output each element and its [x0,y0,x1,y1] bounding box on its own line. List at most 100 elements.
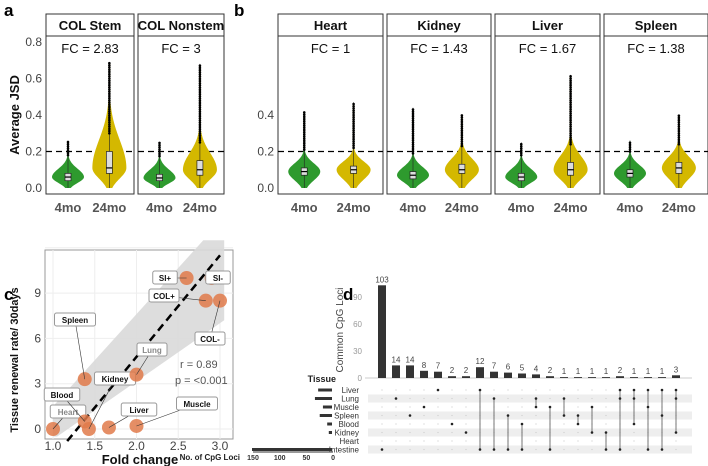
outlier-point [198,132,202,135]
outlier-point [198,64,202,68]
matrix-dot [562,414,566,417]
bar-value: 5 [520,364,525,373]
matrix-dot-empty [507,389,509,391]
intersection-bar [588,377,596,378]
x-tick-label: 3.0 [212,439,229,453]
outlier-point [411,114,415,118]
matrix-dot [660,388,664,392]
x-tick-label: 2.5 [170,439,187,453]
matrix-dot-empty [549,389,551,391]
matrix-dot-empty [535,389,537,391]
matrix-dot-empty [605,389,607,391]
matrix-dot [604,448,608,451]
set-label: Kidney [335,429,359,438]
outlier-point [460,129,464,132]
outlier-point [411,127,415,131]
outlier-point [108,94,111,98]
y-tick-label: 0.8 [25,35,42,49]
bar-value: 14 [392,355,401,364]
outlier-point [569,81,572,85]
outlier-point [158,152,161,156]
matrix-dot-empty [381,414,383,417]
outlier-point [158,150,161,153]
outlier-point [158,141,161,145]
outlier-point [411,136,415,140]
outlier-point [198,130,202,133]
outlier-point [569,103,572,107]
outlier-point [460,120,464,124]
set-size-bar [318,388,332,392]
bar-value: 1 [590,367,595,376]
outlier-point [198,84,202,87]
matrix-dot-empty [437,397,439,400]
facet-panel [386,35,492,195]
outlier-point [569,99,572,102]
outlier-point [302,111,306,114]
outlier-point [569,118,572,122]
point-label: Spleen [62,316,88,325]
matrix-dot-empty [409,448,411,451]
outlier-point [352,142,355,145]
matrix-dot [674,431,678,434]
matrix-dot [478,388,482,392]
panel-label-b: b [234,1,244,20]
outlier-point [411,132,415,135]
set-tick-label: 50 [303,455,311,462]
matrix-dot-empty [633,431,635,434]
matrix-dot-empty [591,397,593,400]
matrix-dot [590,405,594,409]
outlier-point [460,142,464,146]
intersection-bar [392,365,400,378]
y-tick-label: 0.2 [25,145,42,159]
fold-change-label: FC = 1.43 [410,41,467,56]
matrix-dot-empty [605,423,607,425]
outlier-point [460,116,464,119]
outlier-point [569,114,572,118]
outlier-point [108,110,111,113]
outlier-point [302,115,306,119]
set-tick-label: 0 [331,455,335,462]
matrix-dot-empty [563,389,565,391]
matrix-dot-empty [395,448,397,451]
matrix-dot [436,388,440,392]
outlier-point [411,112,415,116]
outlier-point [198,106,202,109]
outlier-point [198,88,202,92]
matrix-dot-empty [395,431,397,434]
outlier-point [302,124,306,127]
outlier-point [302,148,306,151]
matrix-dot [562,397,566,400]
matrix-dot-empty [437,406,439,408]
matrix-dot-empty [577,406,579,408]
x-tick-label: 4mo [55,200,82,215]
outlier-point [108,77,111,80]
panel-d-set-title: Tissue [308,374,336,384]
bar-value: 7 [492,362,497,371]
outlier-point [569,129,572,133]
outlier-point [198,136,202,140]
bar-value: 7 [436,362,441,371]
matrix-dot [464,431,468,434]
outlier-point [198,114,202,118]
outlier-point [108,75,111,78]
matrix-dot [576,414,580,417]
outlier-point [352,144,355,147]
point-label: Blood [51,391,74,400]
point-label: COL- [200,335,220,344]
outlier-point [108,79,111,82]
matrix-dot-empty [535,448,537,451]
bar-value: 1 [604,367,609,376]
fold-change-label: FC = 1.67 [519,41,576,56]
matrix-dot [548,448,552,451]
matrix-dot-empty [535,414,537,417]
matrix-dot-empty [549,397,551,400]
outlier-point [108,121,111,124]
matrix-dot-empty [521,397,523,400]
outlier-point [569,83,572,87]
outlier-point [198,70,202,74]
outlier-point [108,90,111,93]
outlier-point [352,131,355,134]
matrix-dot [660,448,664,451]
